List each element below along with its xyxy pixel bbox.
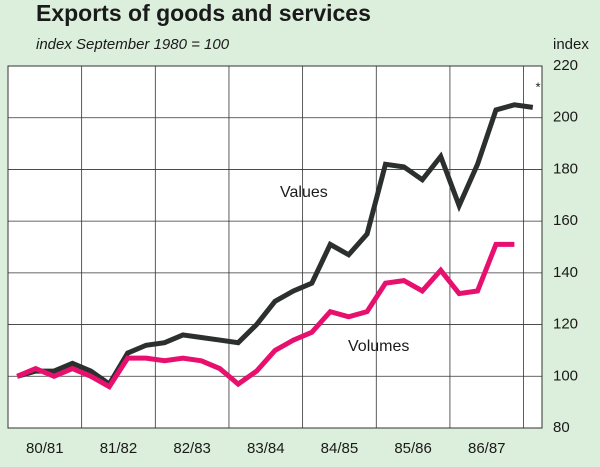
annotation: *: [535, 79, 540, 94]
x-tick-label: 84/85: [321, 440, 359, 457]
x-tick-label: 83/84: [247, 440, 285, 457]
y-tick-label: 160: [553, 212, 578, 229]
y-tick-label: 220: [553, 57, 578, 74]
annotation: Volumes: [348, 338, 409, 355]
chart-title: Exports of goods and services: [36, 0, 371, 26]
x-tick-label: 80/81: [26, 440, 64, 457]
annotation: Values: [280, 184, 328, 201]
line-series: [16, 241, 515, 390]
x-tick-label: 82/83: [173, 440, 211, 457]
line-series: [16, 102, 534, 388]
y-tick-label: 200: [553, 109, 578, 126]
chart-subtitle: index September 1980 = 100: [36, 36, 230, 53]
x-tick-label: 85/86: [394, 440, 432, 457]
y-axis-label: index: [553, 36, 589, 53]
plot-area: [7, 65, 543, 429]
y-tick-label: 180: [553, 160, 578, 177]
y-tick-label: 120: [553, 316, 578, 333]
y-tick-label: 100: [553, 367, 578, 384]
y-tick-label: 80: [553, 419, 570, 436]
x-tick-label: 86/87: [468, 440, 506, 457]
y-tick-label: 140: [553, 264, 578, 281]
x-tick-label: 81/82: [100, 440, 138, 457]
